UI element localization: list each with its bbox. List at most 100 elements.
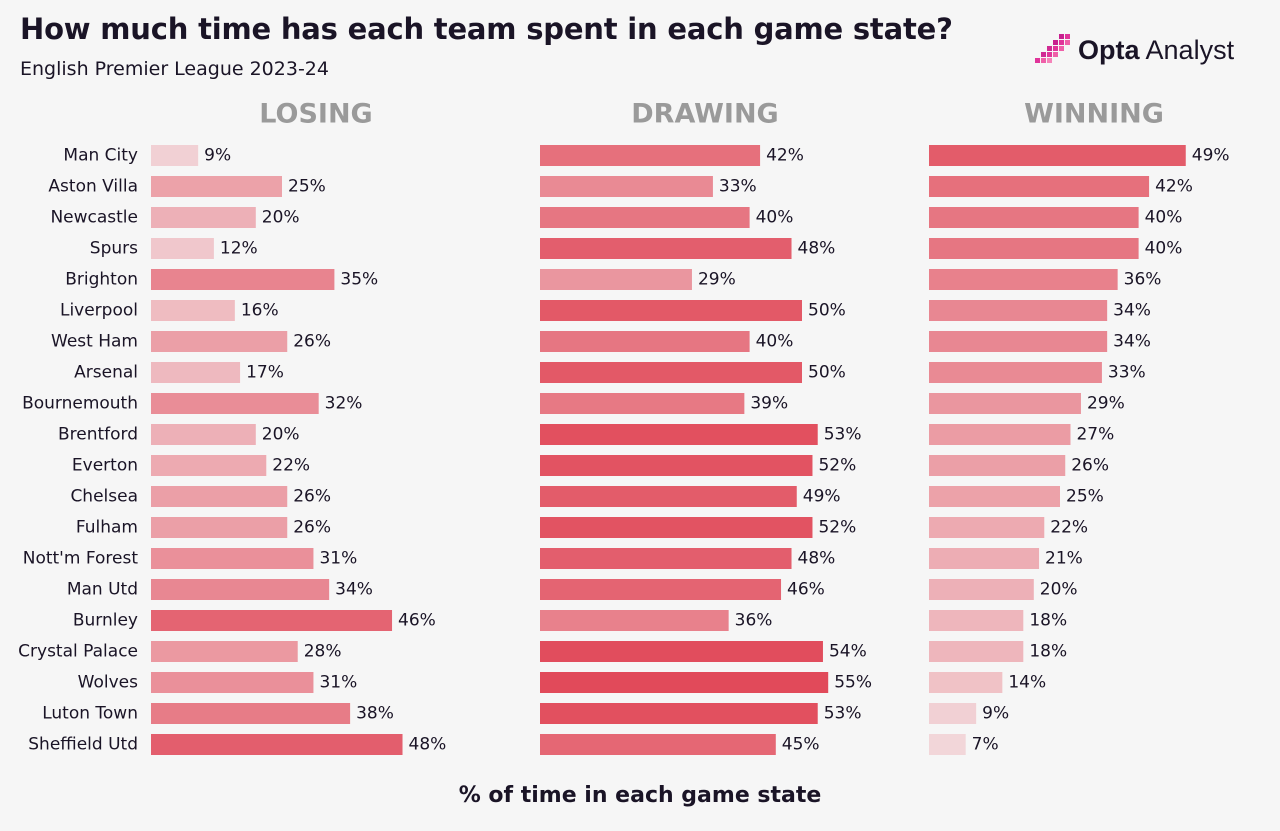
bar-drawing [540,300,802,321]
data-label: 29% [1087,394,1125,414]
bar-winning [929,269,1118,290]
bar-drawing [540,331,750,352]
data-label: 20% [262,425,300,445]
bar-losing [151,703,351,724]
team-label: Spurs [90,239,138,259]
data-label: 16% [241,301,279,321]
bar-losing [151,238,214,259]
team-label: Brentford [58,425,138,445]
data-label: 36% [735,611,773,631]
bar-drawing [540,238,792,259]
bar-drawing [540,517,813,538]
data-label: 12% [220,239,258,259]
team-label: Man Utd [67,580,138,600]
bar-winning [929,300,1108,321]
logo-brand: Opta [1078,34,1140,65]
bar-losing [151,362,241,383]
bar-winning [929,548,1040,569]
data-label: 9% [204,146,231,166]
data-label: 18% [1029,642,1067,662]
data-label: 31% [319,549,357,569]
panel-header-drawing: DRAWING [631,99,778,130]
bar-winning [929,393,1081,414]
team-label: Sheffield Utd [28,735,138,755]
data-label: 33% [1108,363,1146,383]
opta-logo-icon [1035,34,1070,63]
team-label: Aston Villa [48,177,138,197]
team-label: West Ham [51,332,138,352]
bar-drawing [540,207,750,228]
team-label: Bournemouth [22,394,138,414]
bar-winning [929,145,1186,166]
team-label: Fulham [76,518,138,538]
data-label: 40% [756,208,794,228]
bar-losing [151,424,256,445]
bar-drawing [540,393,745,414]
data-label: 26% [1071,456,1109,476]
bar-drawing [540,641,823,662]
bar-drawing [540,362,802,383]
data-label: 48% [409,735,447,755]
team-label: Everton [72,456,138,476]
data-label: 27% [1076,425,1114,445]
bar-winning [929,610,1024,631]
data-label: 40% [1145,208,1183,228]
x-axis-label: % of time in each game state [458,783,822,808]
team-label: Newcastle [50,208,138,228]
bar-drawing [540,486,797,507]
data-label: 53% [824,704,862,724]
logo-text: Opta Analyst [1078,35,1234,66]
data-label: 25% [288,177,326,197]
bar-winning [929,176,1150,197]
bar-losing [151,145,199,166]
bar-drawing [540,424,818,445]
bar-losing [151,672,314,693]
team-label: Chelsea [70,487,138,507]
bar-losing [151,734,403,755]
bar-winning [929,238,1139,259]
data-label: 22% [1050,518,1088,538]
data-label: 50% [808,363,846,383]
team-label: Nott'm Forest [23,549,139,569]
team-label: Crystal Palace [18,642,138,662]
data-label: 52% [818,456,856,476]
team-label: Burnley [73,611,138,631]
bar-losing [151,610,393,631]
bar-drawing [540,145,761,166]
bar-winning [929,424,1071,445]
chart-subtitle: English Premier League 2023-24 [20,58,329,80]
bar-losing [151,517,288,538]
logo-product: Analyst [1145,34,1235,65]
bar-drawing [540,610,729,631]
panel-header-losing: LOSING [259,99,372,130]
data-label: 42% [1155,177,1193,197]
bar-drawing [540,703,818,724]
bar-losing [151,176,282,197]
data-label: 46% [398,611,436,631]
bar-losing [151,331,288,352]
team-label: Man City [63,146,138,166]
data-label: 31% [319,673,357,693]
bar-losing [151,269,335,290]
data-label: 22% [272,456,310,476]
bar-winning [929,455,1066,476]
data-label: 36% [1124,270,1162,290]
data-label: 45% [782,735,820,755]
data-label: 40% [1145,239,1183,259]
bar-winning [929,672,1003,693]
data-label: 34% [1113,301,1151,321]
bar-drawing [540,734,776,755]
data-label: 42% [766,146,804,166]
bar-winning [929,734,966,755]
team-label: Brighton [65,270,138,290]
bar-winning [929,579,1034,600]
data-label: 48% [798,549,836,569]
bar-drawing [540,579,782,600]
bar-winning [929,703,977,724]
data-label: 40% [756,332,794,352]
data-label: 39% [750,394,788,414]
data-label: 7% [972,735,999,755]
data-label: 26% [293,518,331,538]
bar-winning [929,486,1060,507]
